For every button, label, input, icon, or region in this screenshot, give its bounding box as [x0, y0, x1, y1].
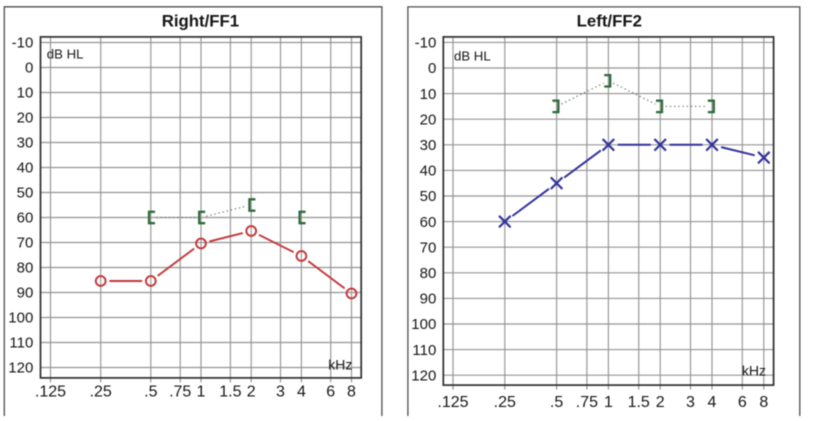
svg-text:90: 90	[17, 285, 34, 302]
svg-text:40: 40	[17, 160, 34, 177]
svg-text:110: 110	[412, 342, 436, 359]
svg-text:70: 70	[17, 235, 34, 252]
svg-text:.5: .5	[144, 384, 157, 401]
svg-text:Left/FF2: Left/FF2	[577, 12, 642, 31]
svg-text:-10: -10	[12, 35, 34, 52]
svg-text:50: 50	[17, 185, 34, 202]
svg-text:70: 70	[420, 239, 437, 256]
svg-text:60: 60	[420, 214, 437, 231]
svg-text:4: 4	[708, 394, 717, 411]
svg-text:100: 100	[411, 316, 436, 333]
svg-text:60: 60	[17, 210, 34, 227]
svg-text:30: 30	[17, 135, 34, 152]
svg-text:kHz: kHz	[742, 362, 766, 378]
svg-text:20: 20	[17, 110, 34, 127]
svg-text:.75: .75	[576, 394, 598, 411]
svg-text:0: 0	[25, 60, 33, 77]
svg-text:20: 20	[420, 111, 437, 128]
svg-text:120: 120	[411, 367, 436, 384]
svg-text:80: 80	[17, 260, 34, 277]
svg-text:dB HL: dB HL	[454, 49, 491, 64]
svg-text:1.5: 1.5	[628, 394, 650, 411]
svg-text:-10: -10	[415, 35, 437, 52]
svg-text:.25: .25	[494, 394, 516, 411]
svg-text:3: 3	[276, 384, 285, 401]
svg-text:Right/FF1: Right/FF1	[162, 12, 239, 31]
svg-text:kHz: kHz	[328, 356, 352, 372]
svg-text:100: 100	[8, 310, 33, 327]
svg-text:0: 0	[428, 60, 436, 77]
svg-text:.25: .25	[90, 384, 112, 401]
svg-text:1: 1	[604, 394, 613, 411]
svg-text:50: 50	[420, 188, 437, 205]
svg-text:.75: .75	[169, 384, 191, 401]
svg-text:40: 40	[420, 163, 437, 180]
svg-text:110: 110	[9, 335, 33, 352]
svg-text:.125: .125	[437, 394, 468, 411]
svg-text:80: 80	[420, 265, 437, 282]
svg-text:3: 3	[686, 394, 695, 411]
svg-text:8: 8	[347, 384, 356, 401]
svg-text:dB HL: dB HL	[47, 47, 84, 62]
svg-text:4: 4	[297, 384, 306, 401]
svg-text:2: 2	[656, 394, 665, 411]
svg-text:10: 10	[420, 86, 437, 103]
svg-text:6: 6	[326, 384, 335, 401]
svg-text:1: 1	[197, 384, 206, 401]
svg-text:2: 2	[247, 384, 256, 401]
svg-text:.5: .5	[550, 394, 563, 411]
svg-text:8: 8	[759, 394, 768, 411]
svg-text:10: 10	[17, 85, 34, 102]
svg-text:6: 6	[738, 394, 747, 411]
svg-text:90: 90	[420, 291, 437, 308]
svg-text:30: 30	[420, 137, 437, 154]
svg-text:.125: .125	[35, 384, 66, 401]
svg-text:1.5: 1.5	[219, 384, 241, 401]
svg-text:120: 120	[8, 360, 33, 377]
